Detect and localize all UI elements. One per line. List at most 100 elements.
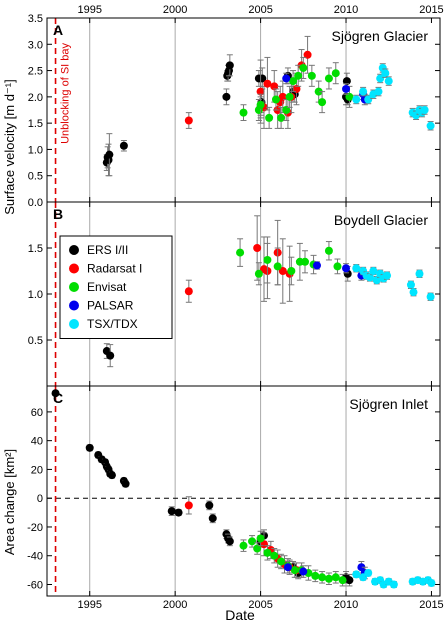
data-point [256,87,265,96]
panel-title: Sjögren Glacier [332,28,429,44]
legend-entry-envisat: Envisat [69,280,127,294]
series-envisat [236,236,342,286]
legend-entry-tsx-tdx: TSX/TDX [69,317,138,331]
data-point [333,262,342,271]
legend-entry-ers-i-ii: ERS I/II [69,243,128,257]
ylabel-surface-velocity: Surface velocity [m d⁻¹] [2,79,17,214]
data-point [299,63,308,72]
legend-label: ERS I/II [87,243,128,257]
data-point [184,287,193,296]
data-point [287,267,296,275]
data-point [265,113,274,122]
data-point [225,61,234,70]
data-point [338,576,347,585]
data-point [369,267,378,275]
top-x-tick-label: 2010 [334,4,358,16]
data-point [263,548,272,557]
event-line-label: Unblocking of SI bay [60,43,72,144]
data-point [372,276,381,285]
series-radarsat-i [184,496,301,578]
data-point [239,541,248,550]
data-point [174,508,183,517]
data-point [283,563,292,572]
data-point [273,262,282,271]
data-point [352,95,361,104]
y-tick-label: -20 [27,522,43,534]
data-point [253,544,262,553]
data-point [256,534,265,543]
data-point [277,557,286,566]
y-tick-label: 20 [31,464,43,476]
y-tick-label: 40 [31,436,43,448]
series-ers-i-ii [51,389,354,587]
top-date-axis: 1995 2000 2005 2010 2015 [77,4,443,16]
y-tick-label: 0.0 [28,197,43,209]
y-tick-label: 60 [31,407,43,419]
x-tick-label: 2000 [163,599,187,611]
legend-entry-radarsat-i: Radarsat I [69,262,142,276]
data-point [248,537,257,546]
ylabel-area-change: Area change [km²] [2,449,17,555]
data-point [365,273,374,282]
data-point [342,77,351,86]
data-point [374,87,383,96]
data-point [426,292,435,301]
data-point [270,551,279,560]
data-point [119,141,128,150]
y-tick-label: 2.0 [28,92,43,104]
data-point [389,580,398,589]
x-tick-label: 2005 [248,599,272,611]
data-point [311,571,320,580]
data-point [376,74,385,83]
y-tick-label: 1.0 [28,144,43,156]
y-tick-label: -60 [27,579,43,591]
panel-title: Sjögren Inlet [349,396,428,412]
data-point [331,573,340,582]
top-x-tick-label: 2000 [163,4,187,16]
y-tick-label: 0 [37,493,43,505]
data-point [51,389,60,398]
y-tick-label: 0.5 [28,171,43,183]
x-tick-label: 2015 [419,599,443,611]
data-point [352,264,361,273]
data-point [256,100,265,109]
data-point [381,69,390,78]
top-x-tick-label: 1995 [77,4,101,16]
y-tick-label: 2.5 [28,66,43,78]
data-point [345,92,354,101]
data-point [277,113,286,122]
panel-c-sjogren-inlet-area-change: -60 -40 -20 0 20 40 60 C Sjögren Inlet [27,385,441,597]
data-point [342,84,351,93]
legend-label: Envisat [87,280,127,294]
series-envisat [239,56,354,129]
data-point [270,82,279,91]
panel-a-sjogren-glacier-velocity: 0.0 0.5 1.0 1.5 2.0 2.5 3.0 3.5 A Sjögren Glacier… [28,13,441,209]
series-tsx-tdx [352,568,436,589]
data-point [282,74,291,83]
data-point [345,576,354,585]
legend-label: TSX/TDX [87,317,138,331]
data-point [357,563,366,572]
data-point [307,71,316,80]
data-point [324,574,333,583]
y-tick-label: -40 [27,551,43,563]
data-point [236,248,245,257]
data-point [208,514,217,523]
legend-marker [69,300,79,311]
data-point [299,567,308,576]
data-point [409,288,418,297]
y-tick-label: 1.5 [28,118,43,130]
data-point [282,106,291,114]
data-point [415,269,424,278]
data-point [406,280,415,289]
data-point [384,77,393,86]
legend-marker [69,263,79,274]
panel-letter: A [53,22,63,38]
data-point [301,257,310,266]
data-point [290,566,299,575]
y-tick-label: 0.5 [28,335,43,347]
y-tick-label: 1.0 [28,289,43,301]
data-point [303,50,312,59]
data-point [167,507,176,516]
